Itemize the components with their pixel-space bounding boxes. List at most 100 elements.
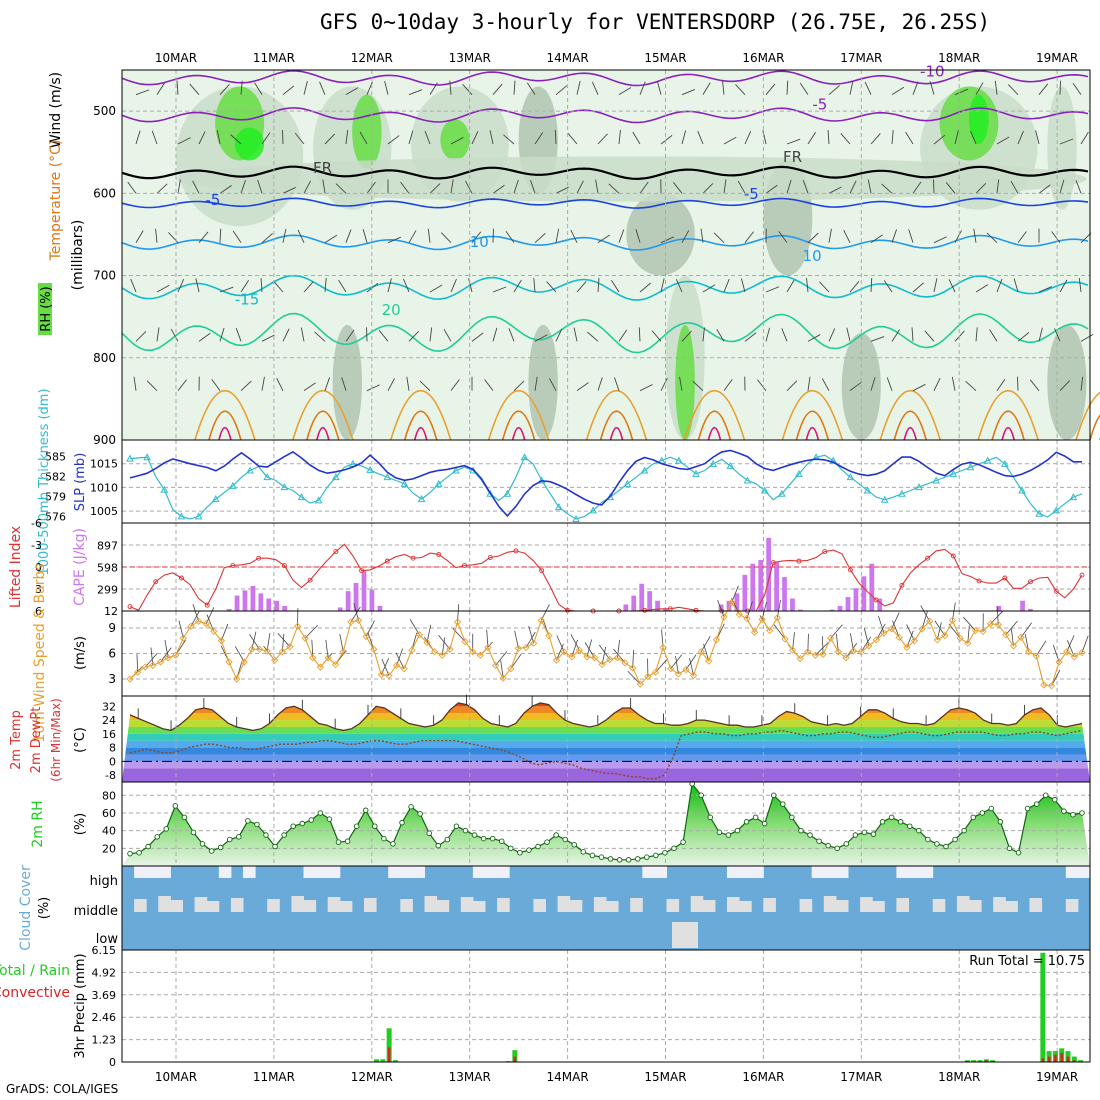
wind-speed-point [1025, 648, 1033, 656]
contour-35 [903, 426, 918, 441]
wind-barb [177, 279, 185, 293]
wind-barb [230, 134, 242, 145]
wind-speed-point [293, 622, 302, 630]
cloud-clear-high [243, 866, 256, 878]
wind-barb [303, 180, 311, 194]
rh-blob [528, 324, 558, 441]
rh-point [1070, 811, 1076, 818]
cape-tick-label: 12 [104, 605, 118, 618]
lifted-index-point [1053, 588, 1059, 594]
lifted-index-point [925, 555, 931, 561]
li-tick-label: -3 [31, 539, 42, 552]
wind-speed-point [431, 648, 439, 656]
wind-speed-point [240, 658, 248, 666]
temp-ylabel: 2m Temp 2m DewPt (6hr Min/Max) (°C) [9, 698, 88, 782]
wind-barb [359, 131, 368, 145]
wind-barb [127, 181, 137, 194]
cape-bar [726, 600, 732, 611]
cape-bar [1028, 608, 1033, 611]
rh-tick-label: 20 [102, 842, 116, 855]
wind-speed-point [697, 648, 705, 656]
cape-bar [734, 593, 740, 611]
wind-speed-point [590, 654, 599, 662]
wind-barb [948, 279, 956, 293]
wind-speed-point [1009, 642, 1018, 650]
wind-barb-10m [409, 619, 420, 636]
wind-barb [945, 182, 956, 194]
thickness-point [966, 463, 975, 471]
cloud-mid-clear [1029, 898, 1043, 912]
wind-barb [471, 131, 479, 145]
wind-speed-point [507, 665, 515, 673]
wind-barb [846, 327, 851, 342]
wind-barb [802, 180, 809, 194]
wind-barb [986, 232, 998, 243]
cloud-clear-high [823, 866, 837, 878]
wind-barb [597, 234, 610, 244]
date-label: 14MAR [547, 51, 589, 65]
thickness-point [434, 479, 443, 487]
wind-barb [254, 82, 263, 95]
cloud-mid-clear [1065, 899, 1079, 912]
thickness-point [846, 473, 855, 481]
cloud-mid-clear [497, 898, 510, 912]
wind-barb [429, 183, 441, 194]
wind-barb [702, 82, 711, 95]
wind-barb [408, 89, 423, 96]
wind-barb [912, 81, 919, 95]
wind-barb [1051, 231, 1061, 243]
wind-barb [534, 376, 538, 391]
precip-convective-bar [1060, 1052, 1063, 1062]
precip-convective-bar [1041, 1058, 1045, 1062]
cloud-mid-clear [436, 900, 450, 912]
rh-point [1015, 849, 1022, 856]
date-label: 10MAR [155, 51, 197, 65]
thickness-point [143, 453, 151, 461]
wind-speed-line [129, 601, 1083, 687]
thickness-point [743, 476, 752, 484]
lifted-index-point [153, 579, 159, 585]
wind-barb [933, 134, 946, 145]
cape-tick-label: 299 [97, 584, 118, 597]
wind-barb [378, 330, 389, 342]
thickness-point [898, 489, 906, 497]
wind-barb [1013, 278, 1019, 293]
rh-point [417, 811, 423, 817]
precip-total-bar [380, 1059, 386, 1062]
wind-barb [282, 328, 290, 342]
wind-speed-point [423, 638, 431, 647]
wind-speed-point [1063, 648, 1071, 656]
wind-barb [595, 179, 599, 194]
wind-barb [723, 278, 730, 293]
wind-speed-point [232, 675, 241, 683]
wind-barb-10m [876, 623, 886, 641]
wind-barb [660, 236, 674, 244]
wind-barb [345, 87, 359, 96]
wind-speed-point [225, 658, 233, 666]
wind-barb [807, 334, 821, 342]
cloud-row-label: middle [74, 904, 118, 919]
contour-label: -10 [920, 63, 945, 81]
wind-barb [740, 278, 746, 293]
wind-barb [1080, 376, 1084, 391]
wind-barb [639, 384, 653, 392]
cloud-mid-clear [739, 901, 752, 912]
rh-point [1024, 805, 1031, 812]
wind-speed-point [476, 651, 484, 659]
wind-speed-point [545, 632, 553, 640]
wind-barb [908, 229, 914, 243]
temp-line [129, 702, 1083, 732]
precip-tick-label: 2.46 [92, 1011, 117, 1024]
millibars-ylabel: (millibars) [70, 220, 86, 291]
rh-point [607, 856, 614, 862]
contour-15 [121, 274, 1089, 301]
precip-tick-label: 4.92 [92, 966, 117, 979]
wind-barb [870, 277, 873, 293]
wind-barb [1075, 180, 1082, 194]
cape-bar [758, 560, 764, 611]
wind-barb [429, 82, 438, 95]
wind-speed-point [971, 626, 980, 635]
precip-tick-label: 6.15 [92, 944, 117, 957]
cape-tick-label: 598 [97, 562, 118, 575]
wind-barb [549, 378, 557, 391]
